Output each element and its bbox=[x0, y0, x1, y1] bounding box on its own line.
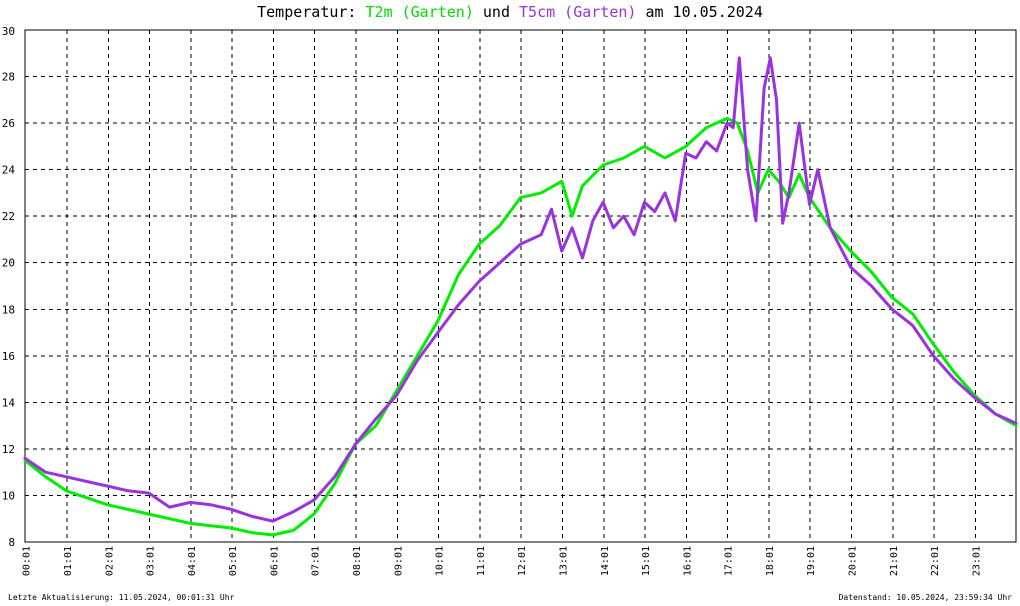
x-tick-label: 04:01 bbox=[187, 546, 198, 576]
x-tick-label: 17:01 bbox=[724, 546, 735, 576]
y-tick-label: 30 bbox=[2, 25, 15, 38]
x-tick-label: 02:01 bbox=[104, 546, 115, 576]
title-suffix: am 10.05.2024 bbox=[636, 3, 763, 21]
series-line-t5cm bbox=[23, 56, 1018, 523]
title-series-t2m: T2m (Garten) bbox=[365, 3, 474, 21]
x-tick-label: 22:01 bbox=[930, 546, 941, 576]
y-tick-label: 28 bbox=[2, 71, 15, 84]
title-middle: und bbox=[473, 3, 520, 21]
x-tick-label: 08:01 bbox=[352, 546, 363, 576]
x-tick-label: 20:01 bbox=[848, 546, 859, 576]
x-tick-label: 23:01 bbox=[971, 546, 982, 576]
plot-frame bbox=[24, 29, 1017, 543]
y-tick-label: 14 bbox=[2, 396, 16, 409]
y-tick-label: 20 bbox=[2, 257, 15, 270]
chart-title: Temperatur: T2m (Garten) und T5cm (Garte… bbox=[0, 3, 1020, 21]
y-tick-label: 12 bbox=[2, 443, 15, 456]
title-prefix: Temperatur: bbox=[257, 3, 366, 21]
x-tick-label: 03:01 bbox=[146, 546, 157, 576]
y-tick-label: 8 bbox=[8, 536, 15, 549]
x-tick-label: 06:01 bbox=[269, 546, 280, 576]
y-tick-label: 26 bbox=[2, 117, 15, 130]
x-tick-label: 01:01 bbox=[63, 546, 74, 576]
x-tick-label: 09:01 bbox=[393, 546, 404, 576]
data-status-text: Datenstand: 10.05.2024, 23:59:34 Uhr bbox=[838, 593, 1012, 602]
y-tick-label: 16 bbox=[2, 350, 15, 363]
x-tick-label: 11:01 bbox=[476, 546, 487, 576]
x-tick-label: 00:01 bbox=[22, 546, 33, 576]
x-tick-label: 13:01 bbox=[558, 546, 569, 576]
last-update-text: Letzte Aktualisierung: 11.05.2024, 00:01… bbox=[8, 593, 235, 602]
x-tick-label: 19:01 bbox=[806, 546, 817, 576]
y-tick-label: 10 bbox=[2, 489, 15, 502]
x-tick-label: 14:01 bbox=[600, 546, 611, 576]
x-tick-label: 12:01 bbox=[517, 546, 528, 576]
x-tick-label: 15:01 bbox=[641, 546, 652, 576]
title-series-t5cm: T5cm (Garten) bbox=[519, 3, 637, 21]
series-line-t2m bbox=[23, 116, 1018, 537]
x-tick-label: 16:01 bbox=[682, 546, 693, 576]
y-tick-label: 24 bbox=[2, 164, 16, 177]
x-tick-label: 18:01 bbox=[765, 546, 776, 576]
y-tick-label: 18 bbox=[2, 303, 15, 316]
x-tick-label: 07:01 bbox=[311, 546, 322, 576]
x-tick-label: 10:01 bbox=[435, 546, 446, 576]
y-tick-label: 22 bbox=[2, 210, 15, 223]
x-tick-label: 05:01 bbox=[228, 546, 239, 576]
x-tick-label: 21:01 bbox=[889, 546, 900, 576]
